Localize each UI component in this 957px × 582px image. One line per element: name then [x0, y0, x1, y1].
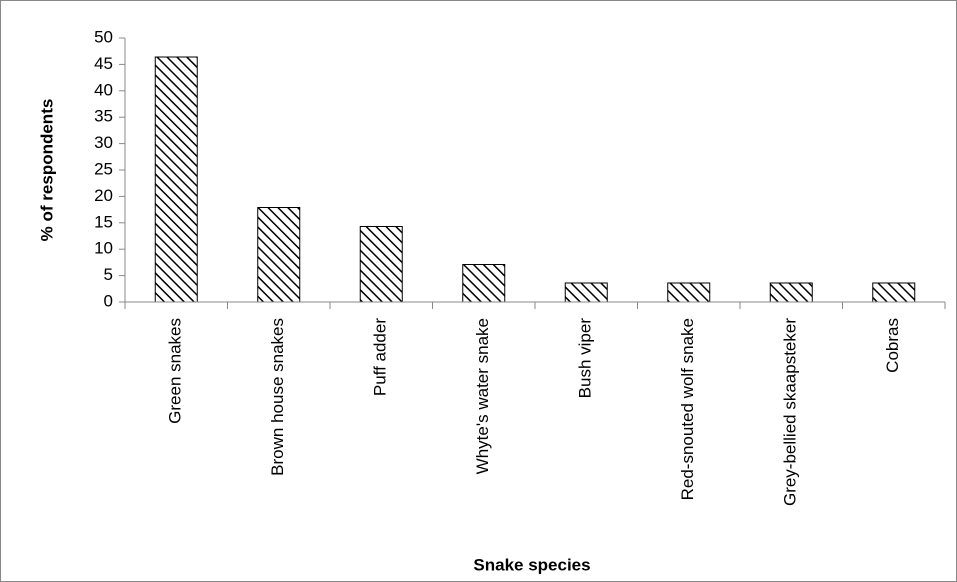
x-tick-label: Green snakes	[166, 318, 185, 424]
bar	[667, 282, 711, 303]
x-tick-label: Brown house snakes	[268, 318, 287, 476]
bar	[154, 56, 198, 303]
y-tick-label: 25	[94, 159, 113, 178]
x-axis-title: Snake species	[473, 555, 590, 574]
y-axis-title: % of respondents	[37, 99, 56, 242]
bar	[359, 225, 403, 303]
bar	[462, 264, 506, 303]
y-tick-label: 40	[94, 80, 113, 99]
y-tick-label: 15	[94, 212, 113, 231]
y-tick-label: 5	[104, 265, 113, 284]
bar	[769, 282, 813, 303]
bar	[872, 282, 916, 303]
x-tick-label: Whyte's water snake	[473, 318, 492, 474]
x-tick-label: Puff adder	[371, 318, 390, 396]
y-tick-label: 50	[94, 27, 113, 46]
y-tick-label: 0	[104, 291, 113, 310]
x-tick-label: Bush viper	[576, 318, 595, 399]
y-tick-label: 45	[94, 54, 113, 73]
x-tick-label: Cobras	[883, 318, 902, 373]
y-tick-label: 35	[94, 107, 113, 126]
bar	[257, 206, 301, 303]
bar	[564, 282, 608, 303]
y-tick-label: 20	[94, 186, 113, 205]
y-tick-label: 10	[94, 239, 113, 258]
x-tick-label: Red-snouted wolf snake	[678, 318, 697, 500]
x-tick-label: Grey-bellied skaapsteker	[781, 318, 800, 506]
y-tick-label: 30	[94, 133, 113, 152]
